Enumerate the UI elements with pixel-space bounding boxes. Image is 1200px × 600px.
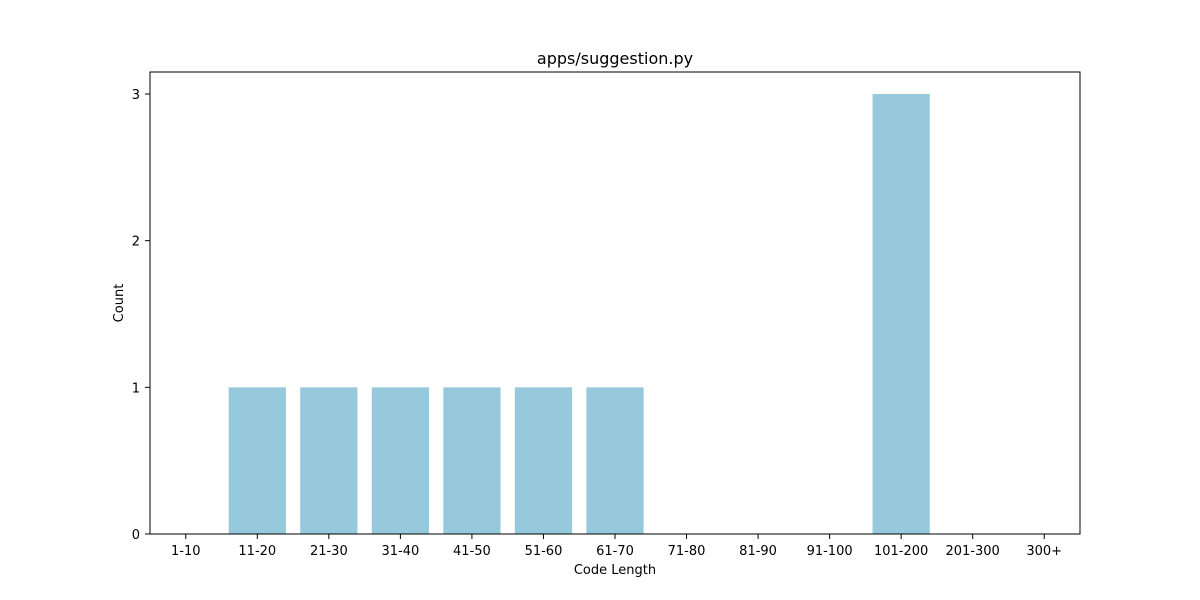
y-tick-label: 0 [132, 528, 140, 543]
x-tick-label: 300+ [1026, 544, 1062, 559]
y-tick-label: 1 [132, 381, 140, 396]
bar-61-70 [586, 387, 644, 534]
bar-41-50 [443, 387, 501, 534]
y-tick-label: 2 [132, 235, 140, 250]
bar-101-200 [872, 94, 930, 534]
x-tick-label: 11-20 [238, 544, 276, 559]
x-tick-label: 1-10 [171, 544, 201, 559]
y-axis: 0 1 2 3 [132, 88, 150, 543]
x-tick-label: 81-90 [739, 544, 777, 559]
x-tick-label: 31-40 [381, 544, 419, 559]
bar-21-30 [300, 387, 358, 534]
x-axis: 1-10 11-20 21-30 31-40 41-50 51-60 61-70 71-80 8… [171, 534, 1062, 559]
x-tick-label: 91-100 [807, 544, 853, 559]
bars-layer [228, 94, 930, 534]
chart-title: apps/suggestion.py [537, 49, 693, 68]
bar-11-20 [228, 387, 286, 534]
x-tick-label: 51-60 [525, 544, 563, 559]
x-tick-label: 21-30 [310, 544, 348, 559]
bar-51-60 [514, 387, 573, 534]
bar-31-40 [371, 387, 429, 534]
x-tick-label: 71-80 [668, 544, 706, 559]
x-tick-label: 101-200 [874, 544, 928, 559]
x-tick-label: 41-50 [453, 544, 491, 559]
y-tick-label: 3 [132, 88, 140, 103]
x-tick-label: 61-70 [596, 544, 634, 559]
x-axis-title: Code Length [574, 563, 656, 578]
y-axis-title: Count [112, 284, 127, 323]
x-tick-label: 201-300 [946, 544, 1000, 559]
